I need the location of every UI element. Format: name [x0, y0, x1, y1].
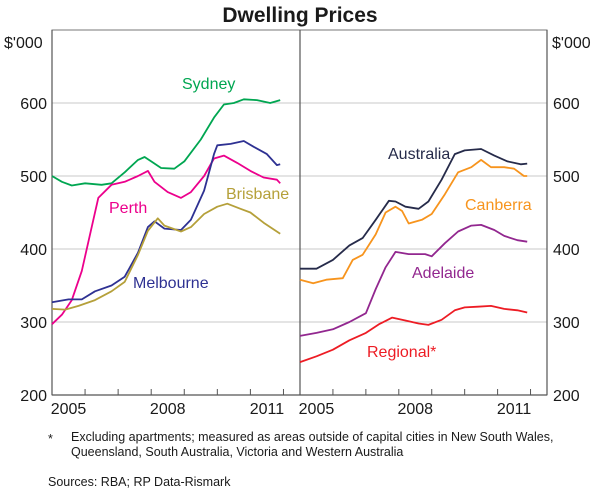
chart-title: Dwelling Prices [222, 4, 377, 27]
gridlines [52, 102, 547, 323]
series-label-australia: Australia [388, 146, 450, 163]
series-label-sydney: Sydney [182, 76, 235, 93]
series-line-perth [51, 154, 281, 325]
series-label-perth: Perth [109, 200, 147, 217]
chart-frame [51, 29, 548, 396]
y-tick-label-right: 200 [553, 388, 580, 405]
series-line-melbourne [51, 140, 281, 304]
series-annotations: Sydney Perth Melbourne Brisbane Australia Can… [109, 76, 532, 361]
series-line-regional [299, 304, 528, 363]
axis-ticks [84, 389, 532, 395]
y-tick-label-right: 300 [553, 315, 580, 332]
y-tick-label-right: 600 [553, 96, 580, 113]
series-line-australia [300, 148, 528, 270]
y-tick-label-left: 400 [20, 242, 47, 259]
series-label-melbourne: Melbourne [133, 275, 209, 292]
y-tick-label-left: 600 [20, 96, 47, 113]
right-axis-unit: $'000 [552, 35, 591, 52]
series-label-regional: Regional* [367, 344, 436, 361]
left-axis-unit: $'000 [4, 35, 43, 52]
axis-labels: $'000 $'000 2005 2008 2011 2005 2008 2011 200 2… [4, 35, 591, 418]
series-line-adelaide [299, 223, 528, 337]
series-line-brisbane [51, 202, 281, 311]
series-line-sydney [51, 98, 281, 187]
y-tick-label-right: 500 [553, 169, 580, 186]
y-tick-label-left: 500 [20, 169, 47, 186]
series-line-canberra [299, 158, 528, 285]
footnote-marker: * [48, 432, 53, 446]
x-tick-label: 2011 [250, 401, 285, 418]
x-tick-label: 2005 [51, 401, 87, 418]
y-tick-label-right: 400 [553, 242, 580, 259]
x-tick-label: 2008 [150, 401, 186, 418]
sources-note: Sources: RBA; RP Data-Rismark [48, 475, 231, 489]
x-tick-label: 2005 [299, 401, 335, 418]
footnote-text: Excluding apartments; measured as areas … [71, 430, 554, 459]
x-tick-label: 2011 [497, 401, 532, 418]
y-tick-label-left: 300 [20, 315, 47, 332]
series-label-adelaide: Adelaide [412, 265, 474, 282]
y-tick-label-left: 200 [20, 388, 47, 405]
series-label-brisbane: Brisbane [226, 186, 289, 203]
x-tick-label: 2008 [397, 401, 433, 418]
series-lines [51, 98, 528, 363]
series-label-canberra: Canberra [465, 197, 532, 214]
